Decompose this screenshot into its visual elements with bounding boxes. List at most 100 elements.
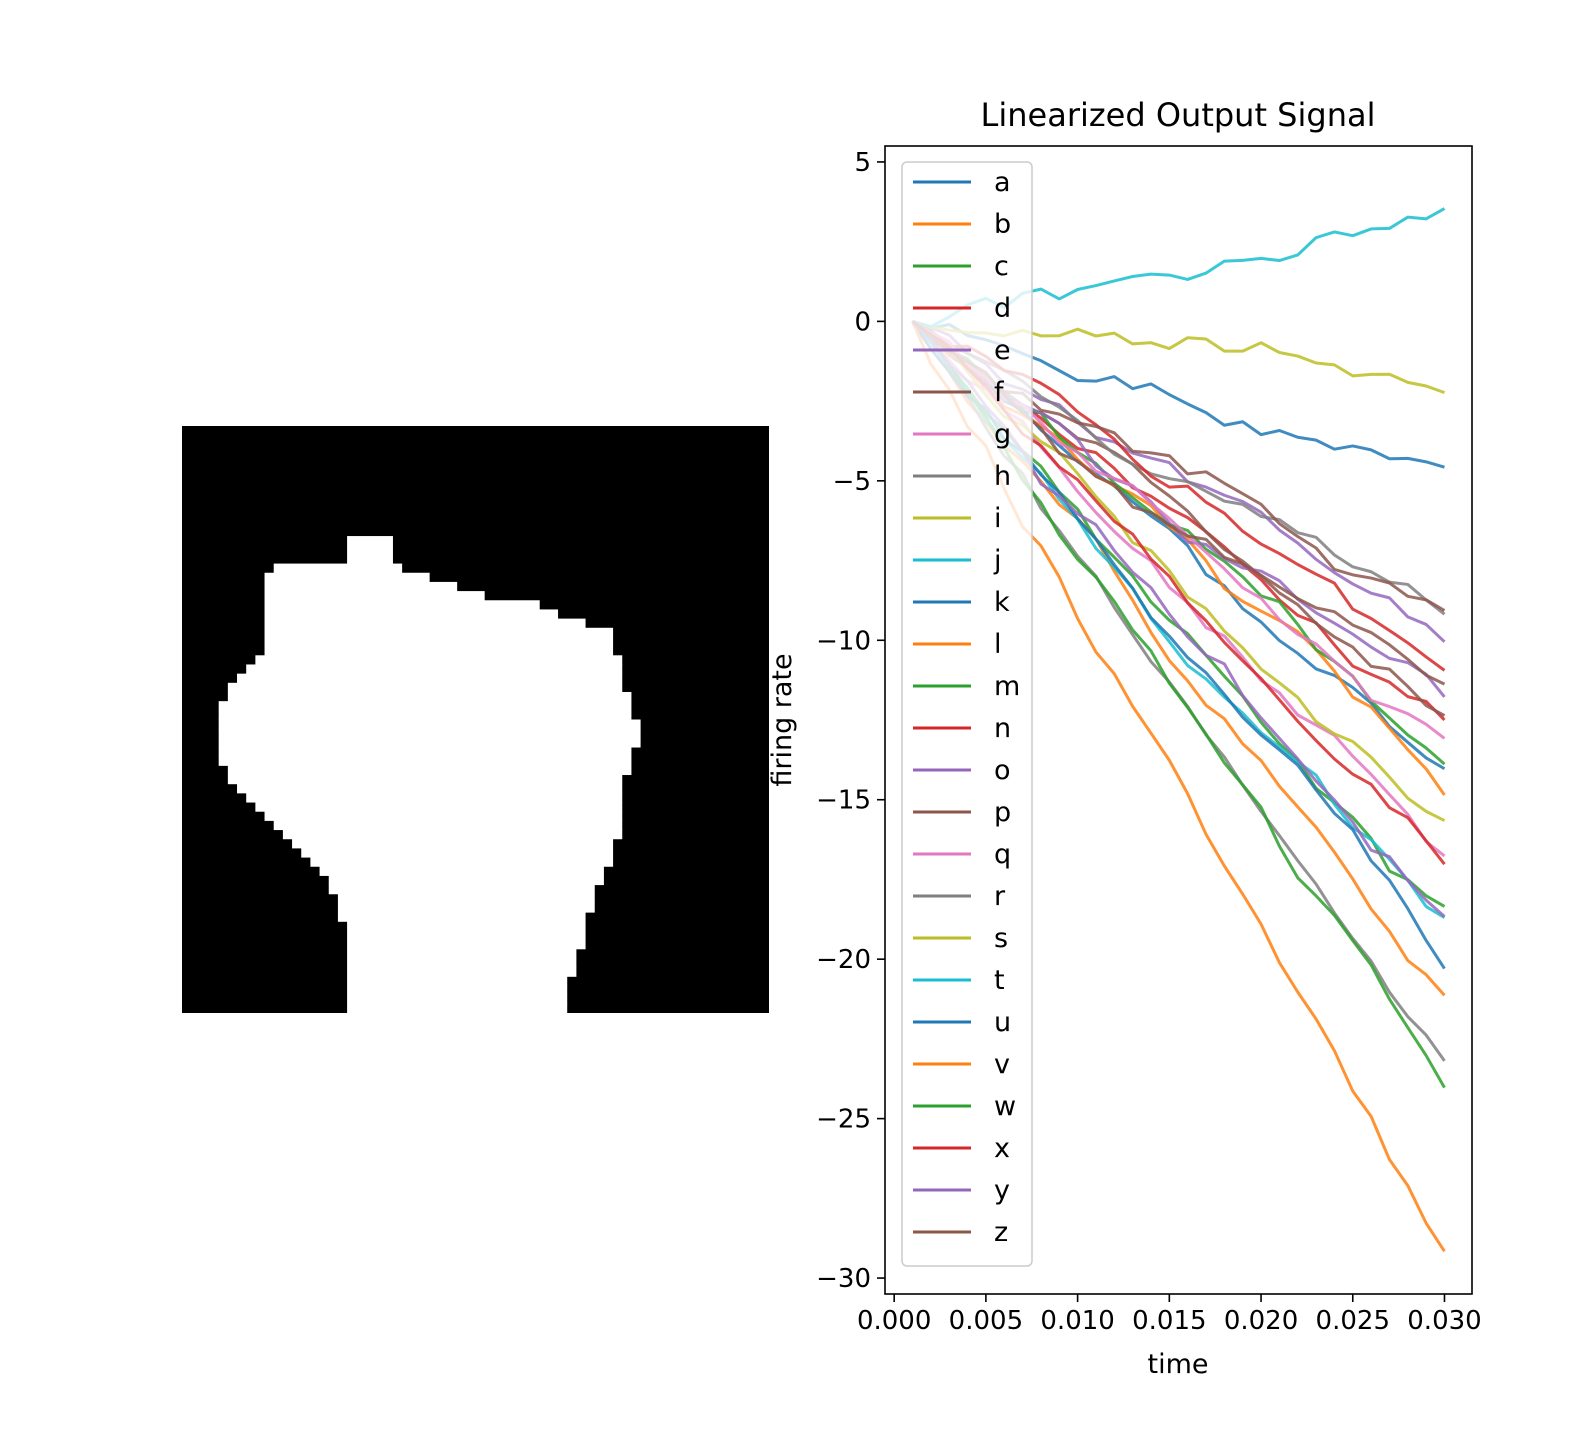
- legend-label-y: y: [994, 1175, 1010, 1206]
- plot-frame: [884, 145, 1473, 1295]
- image-mask-row: [264, 811, 623, 821]
- x-axis-label: time: [1147, 1349, 1208, 1380]
- image-mask-row: [328, 875, 604, 886]
- image-mask-row: [273, 563, 403, 574]
- image-mask-row: [301, 847, 614, 858]
- image-silhouette: [218, 536, 641, 1014]
- image-mask-row: [218, 701, 632, 711]
- image-mask-row: [218, 710, 632, 720]
- image-mask-row: [264, 572, 430, 583]
- image-mask-row: [347, 1003, 568, 1014]
- image-mask-row: [347, 976, 568, 986]
- image-mask-row: [347, 985, 568, 996]
- image-mask-row: [347, 536, 393, 546]
- x-tick-label: 0.020: [1224, 1306, 1298, 1336]
- y-tick-label: −15: [816, 786, 871, 816]
- legend-label-t: t: [994, 965, 1005, 996]
- image-mask-row: [347, 554, 393, 565]
- image-mask-row: [218, 747, 632, 757]
- legend-label-o: o: [994, 755, 1011, 786]
- image-mask-row: [264, 636, 614, 647]
- image-mask-row: [337, 912, 586, 922]
- image-mask-row: [218, 737, 641, 748]
- image-mask-row: [337, 902, 595, 913]
- legend-label-r: r: [994, 881, 1006, 912]
- legend-label-n: n: [994, 713, 1011, 744]
- image-mask-row: [218, 719, 641, 730]
- x-tick-label: 0.030: [1407, 1306, 1481, 1336]
- x-axis: 0.000 0.005 0.010 0.015 0.020 0.025 0.030: [857, 1294, 1482, 1336]
- y-axis: 5 0 −5 −10 −15 −20 −25 −30: [816, 148, 885, 1294]
- image-mask-row: [264, 618, 586, 629]
- legend-label-c: c: [994, 251, 1009, 282]
- image-mask-row: [255, 655, 623, 665]
- image-mask-row: [264, 609, 559, 620]
- image-mask-row: [264, 627, 614, 638]
- image-mask-row: [237, 673, 623, 684]
- x-tick-label: 0.000: [857, 1306, 931, 1336]
- chart-title: Linearized Output Signal: [981, 96, 1376, 134]
- y-tick-label: −5: [833, 467, 871, 497]
- x-tick-label: 0.005: [949, 1306, 1023, 1336]
- image-mask-row: [347, 957, 577, 968]
- legend-label-w: w: [994, 1091, 1016, 1122]
- legend-label-x: x: [994, 1133, 1010, 1164]
- x-tick-label: 0.025: [1316, 1306, 1390, 1336]
- y-tick-label: −20: [816, 945, 871, 975]
- legend-label-l: l: [994, 629, 1002, 660]
- image-mask-row: [347, 921, 586, 931]
- legend-label-p: p: [994, 797, 1011, 828]
- image-mask-row: [227, 691, 632, 702]
- image-mask-row: [264, 646, 614, 656]
- image-mask-row: [347, 930, 586, 941]
- legend-label-s: s: [994, 923, 1008, 954]
- y-tick-label: 0: [854, 307, 871, 337]
- legend-label-m: m: [994, 671, 1020, 702]
- legend-label-f: f: [994, 377, 1005, 408]
- image-mask-row: [227, 774, 623, 785]
- legend-label-u: u: [994, 1007, 1011, 1038]
- image-mask-row: [347, 545, 393, 555]
- legend-label-q: q: [994, 839, 1011, 870]
- legend-label-a: a: [994, 167, 1011, 198]
- image-mask-row: [292, 838, 614, 849]
- image-mask-row: [347, 939, 586, 950]
- image-mask-row: [347, 967, 577, 977]
- y-tick-label: −30: [816, 1264, 871, 1294]
- legend-label-j: j: [993, 545, 1002, 576]
- legend-label-v: v: [994, 1049, 1010, 1080]
- image-mask-row: [246, 792, 623, 803]
- y-axis-label: firing rate: [767, 653, 798, 786]
- image-mask-row: [218, 756, 632, 766]
- image-mask-row: [347, 994, 568, 1005]
- image-mask-row: [264, 600, 540, 610]
- image-mask-row: [246, 664, 623, 675]
- image-mask-row: [310, 857, 614, 867]
- legend-label-i: i: [994, 503, 1002, 534]
- line-chart: Linearized Output Signal 5 0 −5 −10 −15 −20 −2…: [767, 96, 1482, 1380]
- legend-label-d: d: [994, 293, 1011, 324]
- legend-frame: [901, 161, 1033, 1267]
- image-mask-row: [264, 581, 458, 592]
- legend-label-g: g: [994, 419, 1011, 450]
- image-mask-row: [273, 820, 623, 831]
- image-mask-row: [328, 884, 595, 895]
- x-tick-label: 0.015: [1132, 1306, 1206, 1336]
- legend-label-b: b: [994, 209, 1011, 240]
- y-tick-label: −10: [816, 626, 871, 656]
- image-mask-row: [227, 765, 632, 776]
- x-tick-label: 0.010: [1040, 1306, 1114, 1336]
- image-mask-row: [255, 802, 623, 812]
- image-mask-row: [282, 829, 623, 840]
- y-tick-label: −25: [816, 1105, 871, 1135]
- image-mask-row: [337, 893, 595, 904]
- image-mask-row: [319, 866, 604, 876]
- legend-label-k: k: [994, 587, 1010, 618]
- image-mask-row: [347, 948, 577, 959]
- legend-label-e: e: [994, 335, 1011, 366]
- y-tick-label: 5: [854, 148, 871, 178]
- image-mask-row: [218, 728, 641, 739]
- image-mask-row: [264, 591, 485, 601]
